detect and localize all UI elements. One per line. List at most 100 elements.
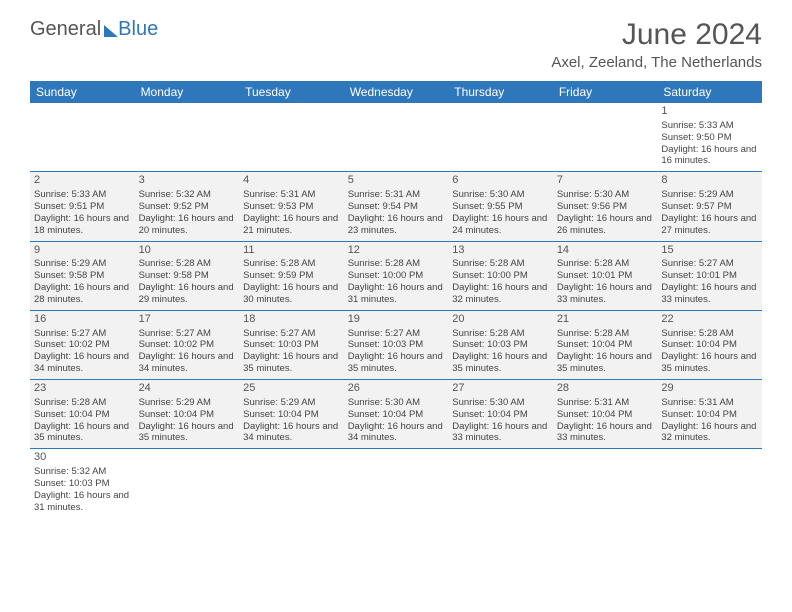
sunset-text: Sunset: 9:59 PM — [243, 270, 340, 282]
sunrise-text: Sunrise: 5:29 AM — [243, 397, 340, 409]
day-number: 30 — [34, 451, 131, 465]
sunset-text: Sunset: 10:01 PM — [661, 270, 758, 282]
daylight-text: Daylight: 16 hours and 21 minutes. — [243, 213, 340, 237]
daylight-text: Daylight: 16 hours and 27 minutes. — [661, 213, 758, 237]
logo-text-blue: Blue — [118, 18, 158, 41]
weekday-header: Monday — [135, 81, 240, 103]
sunset-text: Sunset: 10:03 PM — [452, 339, 549, 351]
calendar-cell: 17Sunrise: 5:27 AMSunset: 10:02 PMDaylig… — [135, 310, 240, 379]
daylight-text: Daylight: 16 hours and 24 minutes. — [452, 213, 549, 237]
sunrise-text: Sunrise: 5:31 AM — [243, 189, 340, 201]
day-number: 3 — [139, 174, 236, 188]
calendar-row: 9Sunrise: 5:29 AMSunset: 9:58 PMDaylight… — [30, 241, 762, 310]
calendar-row: 2Sunrise: 5:33 AMSunset: 9:51 PMDaylight… — [30, 172, 762, 241]
daylight-text: Daylight: 16 hours and 16 minutes. — [661, 144, 758, 168]
calendar-cell: 6Sunrise: 5:30 AMSunset: 9:55 PMDaylight… — [448, 172, 553, 241]
daylight-text: Daylight: 16 hours and 18 minutes. — [34, 213, 131, 237]
daylight-text: Daylight: 16 hours and 34 minutes. — [139, 351, 236, 375]
calendar-cell: 20Sunrise: 5:28 AMSunset: 10:03 PMDaylig… — [448, 310, 553, 379]
calendar-cell: 9Sunrise: 5:29 AMSunset: 9:58 PMDaylight… — [30, 241, 135, 310]
daylight-text: Daylight: 16 hours and 31 minutes. — [34, 490, 131, 514]
calendar-cell: 8Sunrise: 5:29 AMSunset: 9:57 PMDaylight… — [657, 172, 762, 241]
calendar-cell-empty — [553, 103, 658, 172]
calendar-cell: 27Sunrise: 5:30 AMSunset: 10:04 PMDaylig… — [448, 380, 553, 449]
sunset-text: Sunset: 9:54 PM — [348, 201, 445, 213]
sunset-text: Sunset: 9:51 PM — [34, 201, 131, 213]
sunrise-text: Sunrise: 5:27 AM — [348, 328, 445, 340]
sunrise-text: Sunrise: 5:28 AM — [139, 258, 236, 270]
calendar-cell: 24Sunrise: 5:29 AMSunset: 10:04 PMDaylig… — [135, 380, 240, 449]
sunset-text: Sunset: 10:03 PM — [34, 478, 131, 490]
day-number: 1 — [661, 105, 758, 119]
calendar-cell: 15Sunrise: 5:27 AMSunset: 10:01 PMDaylig… — [657, 241, 762, 310]
day-number: 14 — [557, 244, 654, 258]
day-number: 29 — [661, 382, 758, 396]
day-number: 27 — [452, 382, 549, 396]
day-number: 19 — [348, 313, 445, 327]
day-number: 9 — [34, 244, 131, 258]
calendar-cell-empty — [135, 103, 240, 172]
day-number: 12 — [348, 244, 445, 258]
sunrise-text: Sunrise: 5:27 AM — [661, 258, 758, 270]
sunset-text: Sunset: 10:04 PM — [348, 409, 445, 421]
daylight-text: Daylight: 16 hours and 32 minutes. — [661, 421, 758, 445]
calendar-cell-empty — [344, 449, 449, 518]
logo-sail-icon — [104, 25, 118, 37]
calendar-cell: 29Sunrise: 5:31 AMSunset: 10:04 PMDaylig… — [657, 380, 762, 449]
page-title: June 2024 — [551, 18, 762, 52]
sunrise-text: Sunrise: 5:30 AM — [348, 397, 445, 409]
daylight-text: Daylight: 16 hours and 33 minutes. — [557, 282, 654, 306]
sunrise-text: Sunrise: 5:28 AM — [34, 397, 131, 409]
calendar-cell: 30Sunrise: 5:32 AMSunset: 10:03 PMDaylig… — [30, 449, 135, 518]
sunset-text: Sunset: 10:04 PM — [243, 409, 340, 421]
sunset-text: Sunset: 10:01 PM — [557, 270, 654, 282]
calendar-cell: 10Sunrise: 5:28 AMSunset: 9:58 PMDayligh… — [135, 241, 240, 310]
calendar-cell: 25Sunrise: 5:29 AMSunset: 10:04 PMDaylig… — [239, 380, 344, 449]
calendar-cell-empty — [553, 449, 658, 518]
daylight-text: Daylight: 16 hours and 34 minutes. — [243, 421, 340, 445]
sunrise-text: Sunrise: 5:28 AM — [661, 328, 758, 340]
daylight-text: Daylight: 16 hours and 31 minutes. — [348, 282, 445, 306]
day-number: 28 — [557, 382, 654, 396]
daylight-text: Daylight: 16 hours and 35 minutes. — [557, 351, 654, 375]
day-number: 22 — [661, 313, 758, 327]
sunset-text: Sunset: 10:00 PM — [348, 270, 445, 282]
sunrise-text: Sunrise: 5:33 AM — [34, 189, 131, 201]
sunset-text: Sunset: 9:58 PM — [34, 270, 131, 282]
day-number: 23 — [34, 382, 131, 396]
sunset-text: Sunset: 10:04 PM — [139, 409, 236, 421]
calendar-cell: 12Sunrise: 5:28 AMSunset: 10:00 PMDaylig… — [344, 241, 449, 310]
daylight-text: Daylight: 16 hours and 33 minutes. — [452, 421, 549, 445]
sunset-text: Sunset: 9:55 PM — [452, 201, 549, 213]
sunset-text: Sunset: 9:50 PM — [661, 132, 758, 144]
calendar-table: SundayMondayTuesdayWednesdayThursdayFrid… — [30, 81, 762, 518]
sunrise-text: Sunrise: 5:27 AM — [34, 328, 131, 340]
logo-text-general: General — [30, 18, 101, 41]
day-number: 17 — [139, 313, 236, 327]
daylight-text: Daylight: 16 hours and 32 minutes. — [452, 282, 549, 306]
day-number: 2 — [34, 174, 131, 188]
calendar-cell: 3Sunrise: 5:32 AMSunset: 9:52 PMDaylight… — [135, 172, 240, 241]
calendar-row: 16Sunrise: 5:27 AMSunset: 10:02 PMDaylig… — [30, 310, 762, 379]
calendar-cell: 21Sunrise: 5:28 AMSunset: 10:04 PMDaylig… — [553, 310, 658, 379]
calendar-cell: 22Sunrise: 5:28 AMSunset: 10:04 PMDaylig… — [657, 310, 762, 379]
weekday-header: Thursday — [448, 81, 553, 103]
calendar-cell: 11Sunrise: 5:28 AMSunset: 9:59 PMDayligh… — [239, 241, 344, 310]
location-text: Axel, Zeeland, The Netherlands — [551, 54, 762, 71]
sunset-text: Sunset: 10:02 PM — [139, 339, 236, 351]
sunset-text: Sunset: 9:52 PM — [139, 201, 236, 213]
sunrise-text: Sunrise: 5:30 AM — [557, 189, 654, 201]
sunset-text: Sunset: 9:58 PM — [139, 270, 236, 282]
sunset-text: Sunset: 10:04 PM — [557, 339, 654, 351]
daylight-text: Daylight: 16 hours and 20 minutes. — [139, 213, 236, 237]
sunset-text: Sunset: 9:56 PM — [557, 201, 654, 213]
day-number: 25 — [243, 382, 340, 396]
sunrise-text: Sunrise: 5:32 AM — [34, 466, 131, 478]
weekday-header: Wednesday — [344, 81, 449, 103]
day-number: 7 — [557, 174, 654, 188]
sunrise-text: Sunrise: 5:31 AM — [348, 189, 445, 201]
sunrise-text: Sunrise: 5:27 AM — [243, 328, 340, 340]
daylight-text: Daylight: 16 hours and 28 minutes. — [34, 282, 131, 306]
calendar-cell: 28Sunrise: 5:31 AMSunset: 10:04 PMDaylig… — [553, 380, 658, 449]
calendar-cell-empty — [344, 103, 449, 172]
